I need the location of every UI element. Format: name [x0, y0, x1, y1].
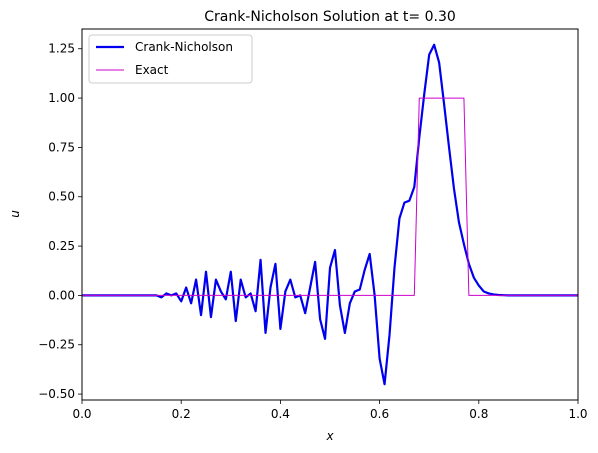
legend: Crank-Nicholson Exact [88, 34, 253, 84]
y-tick-label: 0.50 [48, 190, 75, 204]
y-tick-label: 1.25 [48, 42, 75, 56]
x-tick-label: 1.0 [568, 407, 587, 421]
chart-title: Crank-Nicholson Solution at t= 0.30 [204, 9, 456, 25]
legend-box [88, 34, 253, 84]
x-tick-label: 0.2 [172, 407, 191, 421]
series-layer [82, 43, 578, 386]
y-tick-label: −0.25 [38, 338, 75, 352]
y-axis-label: u [8, 210, 22, 218]
x-tick-label: 0.4 [271, 407, 290, 421]
series-line-exact [82, 97, 578, 296]
x-tick-label: 0.8 [469, 407, 488, 421]
x-tick-label: 0.6 [370, 407, 389, 421]
plot-frame [81, 28, 579, 401]
y-tick-label: −0.50 [38, 387, 75, 401]
plot-background [82, 29, 578, 400]
legend-label-exact: Exact [135, 63, 169, 77]
legend-label-crank-nicholson: Crank-Nicholson [135, 40, 233, 54]
x-tick-label: 0.0 [72, 407, 91, 421]
y-tick-label: 0.00 [48, 288, 75, 302]
y-tick-label: 0.75 [48, 140, 75, 154]
series-line-crank-nicholson [82, 43, 578, 386]
y-axis: −0.50 −0.25 0.00 0.25 0.50 0.75 1.00 1.25 [38, 42, 82, 401]
y-tick-label: 1.00 [48, 91, 75, 105]
plot-area [81, 28, 579, 401]
x-axis: 0.0 0.2 0.4 0.6 0.8 1.0 [72, 400, 588, 421]
y-tick-label: 0.25 [48, 239, 75, 253]
x-axis-label: x [325, 429, 334, 443]
